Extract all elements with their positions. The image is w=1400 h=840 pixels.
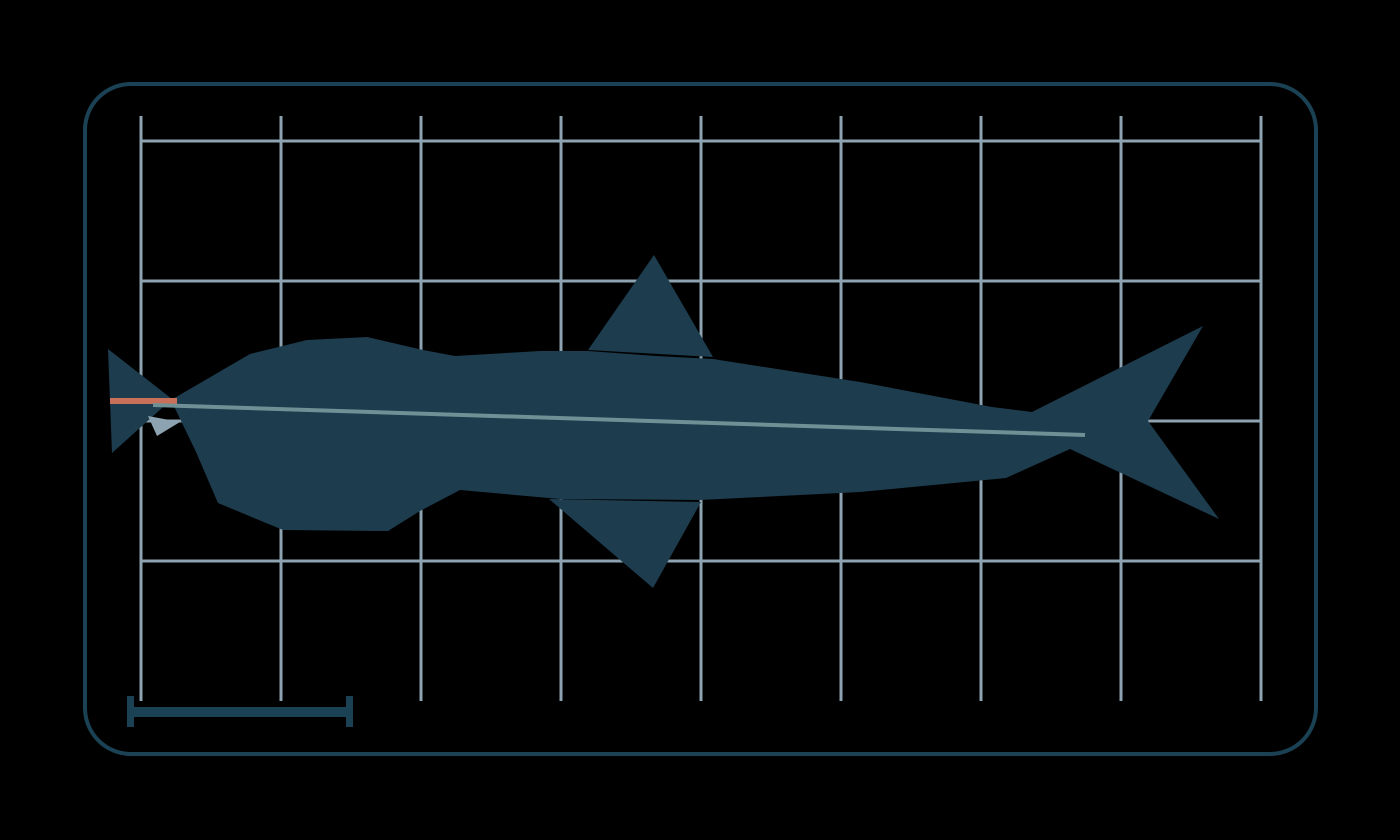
fish-pelvic-fin xyxy=(549,499,701,588)
fish-body xyxy=(171,326,1219,531)
fish-lateral-line xyxy=(152,403,1086,437)
fish-gill-accent xyxy=(148,416,180,436)
scale-bar-right-cap xyxy=(346,696,353,727)
fish-dorsal-fin xyxy=(588,255,713,357)
scale-bar-line xyxy=(127,707,353,717)
panel-border xyxy=(83,82,1318,756)
fish-snout-marker xyxy=(110,398,177,404)
